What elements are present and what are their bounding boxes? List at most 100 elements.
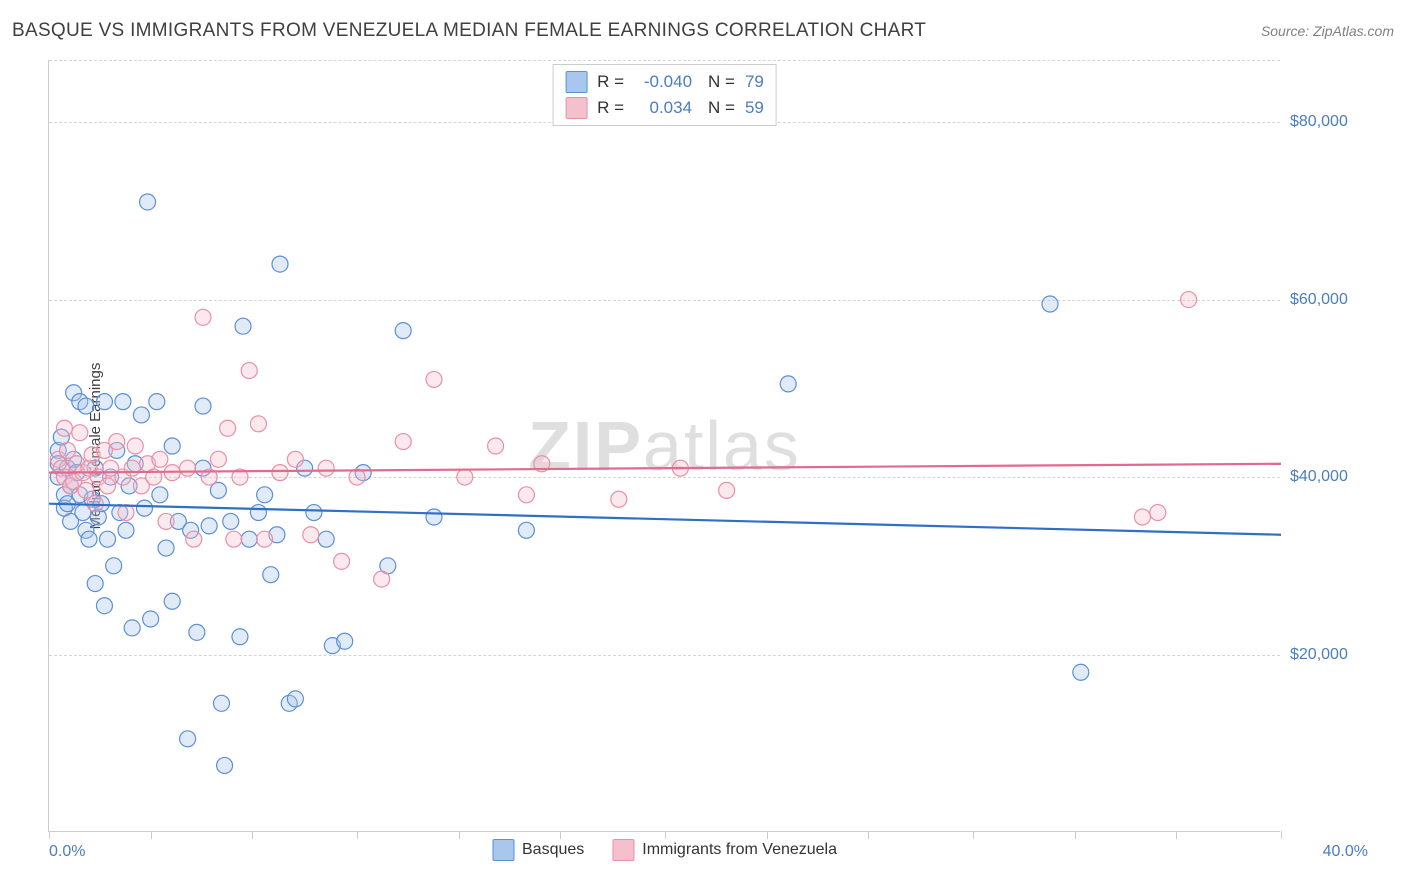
data-point (611, 491, 627, 507)
data-point (1073, 664, 1089, 680)
n-value: 79 (745, 72, 764, 92)
n-label: N = (708, 72, 735, 92)
data-point (488, 438, 504, 454)
x-tick-mark (767, 831, 768, 839)
data-point (124, 620, 140, 636)
n-value: 59 (745, 98, 764, 118)
x-tick-mark (252, 831, 253, 839)
data-point (96, 598, 112, 614)
x-tick-mark (357, 831, 358, 839)
legend-label: Immigrants from Venezuela (642, 841, 837, 859)
r-label: R = (597, 98, 624, 118)
chart-title: BASQUE VS IMMIGRANTS FROM VENEZUELA MEDI… (12, 20, 926, 42)
data-point (164, 438, 180, 454)
correlation-legend-row: R =-0.040N =79 (565, 69, 764, 95)
data-point (1042, 296, 1058, 312)
legend-swatch (492, 839, 514, 861)
data-point (109, 434, 125, 450)
legend-item: Basques (492, 839, 584, 861)
x-tick-mark (1281, 831, 1282, 839)
y-tick-label: $80,000 (1290, 113, 1370, 131)
trend-line (49, 464, 1281, 473)
data-point (287, 691, 303, 707)
series-legend: Basques Immigrants from Venezuela (492, 839, 837, 861)
data-point (78, 398, 94, 414)
x-axis-max-label: 40.0% (1323, 843, 1368, 861)
data-point (272, 465, 288, 481)
data-point (1134, 509, 1150, 525)
data-point (334, 553, 350, 569)
x-tick-mark (560, 831, 561, 839)
x-tick-mark (1176, 831, 1177, 839)
data-point (719, 482, 735, 498)
data-point (1150, 505, 1166, 521)
data-point (149, 394, 165, 410)
legend-swatch (565, 71, 587, 93)
data-point (133, 407, 149, 423)
y-tick-label: $20,000 (1290, 646, 1370, 664)
data-point (195, 309, 211, 325)
data-point (100, 478, 116, 494)
data-point (124, 460, 140, 476)
data-point (374, 571, 390, 587)
x-axis-min-label: 0.0% (49, 843, 85, 861)
correlation-legend-row: R =0.034N =59 (565, 95, 764, 121)
x-tick-mark (973, 831, 974, 839)
r-label: R = (597, 72, 624, 92)
r-value: 0.034 (634, 98, 692, 118)
data-point (250, 505, 266, 521)
data-point (164, 593, 180, 609)
data-point (232, 629, 248, 645)
data-point (318, 460, 334, 476)
x-tick-mark (665, 831, 666, 839)
data-point (318, 531, 334, 547)
data-point (226, 531, 242, 547)
data-point (186, 531, 202, 547)
data-point (241, 363, 257, 379)
x-tick-mark (49, 831, 50, 839)
data-point (118, 505, 134, 521)
data-point (306, 505, 322, 521)
data-point (1181, 292, 1197, 308)
data-point (180, 731, 196, 747)
data-point (217, 757, 233, 773)
data-point (263, 567, 279, 583)
data-point (780, 376, 796, 392)
source-label: Source: ZipAtlas.com (1261, 23, 1394, 39)
data-point (152, 451, 168, 467)
data-point (189, 624, 205, 640)
data-point (337, 633, 353, 649)
data-point (235, 318, 251, 334)
data-point (395, 323, 411, 339)
x-tick-mark (868, 831, 869, 839)
data-point (220, 420, 236, 436)
x-tick-mark (1075, 831, 1076, 839)
x-tick-mark (151, 831, 152, 839)
data-point (106, 558, 122, 574)
data-point (140, 194, 156, 210)
data-point (100, 531, 116, 547)
data-point (96, 394, 112, 410)
data-point (223, 513, 239, 529)
y-tick-label: $40,000 (1290, 468, 1370, 486)
legend-item: Immigrants from Venezuela (612, 839, 837, 861)
data-point (72, 425, 88, 441)
data-point (213, 695, 229, 711)
data-point (136, 500, 152, 516)
data-point (180, 460, 196, 476)
data-point (87, 576, 103, 592)
legend-label: Basques (522, 841, 584, 859)
data-point (158, 540, 174, 556)
data-point (395, 434, 411, 450)
data-point (250, 416, 266, 432)
data-point (518, 522, 534, 538)
legend-swatch (565, 97, 587, 119)
data-point (201, 518, 217, 534)
data-point (56, 420, 72, 436)
data-point (241, 531, 257, 547)
data-point (257, 531, 273, 547)
chart-plot-area: ZIPatlas $20,000$40,000$60,000$80,000 R … (48, 60, 1280, 832)
data-point (143, 611, 159, 627)
data-point (287, 451, 303, 467)
correlation-legend: R =-0.040N =79R =0.034N =59 (552, 64, 777, 126)
